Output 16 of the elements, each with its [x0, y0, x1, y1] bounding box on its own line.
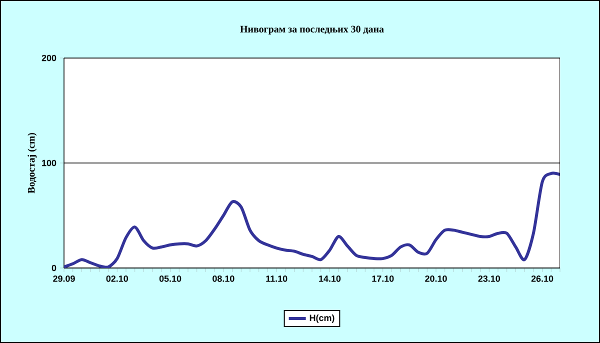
- x-tick-label: 05.10: [159, 276, 182, 282]
- x-tick-label: 02.10: [106, 276, 128, 282]
- x-tick-label: 20.10: [425, 276, 447, 282]
- x-tick-label: 08.10: [212, 276, 234, 282]
- y-axis-title: Водостај (cm): [28, 132, 37, 194]
- x-tick-label: 14.10: [319, 276, 341, 282]
- x-tick-label: 11.10: [266, 276, 288, 282]
- x-tick-label: 23.10: [478, 276, 500, 282]
- x-tick-label: 26.10: [531, 276, 554, 282]
- y-tick-label: 200: [42, 54, 56, 62]
- y-tick-label: 0: [52, 264, 56, 272]
- y-tick-label: 100: [42, 160, 56, 166]
- x-tick-label: 29.09: [53, 276, 75, 282]
- legend-label: H(cm): [310, 314, 334, 323]
- chart-title: Нивограм за последњих 30 дана: [240, 26, 384, 35]
- x-tick-label: 17.10: [372, 276, 394, 282]
